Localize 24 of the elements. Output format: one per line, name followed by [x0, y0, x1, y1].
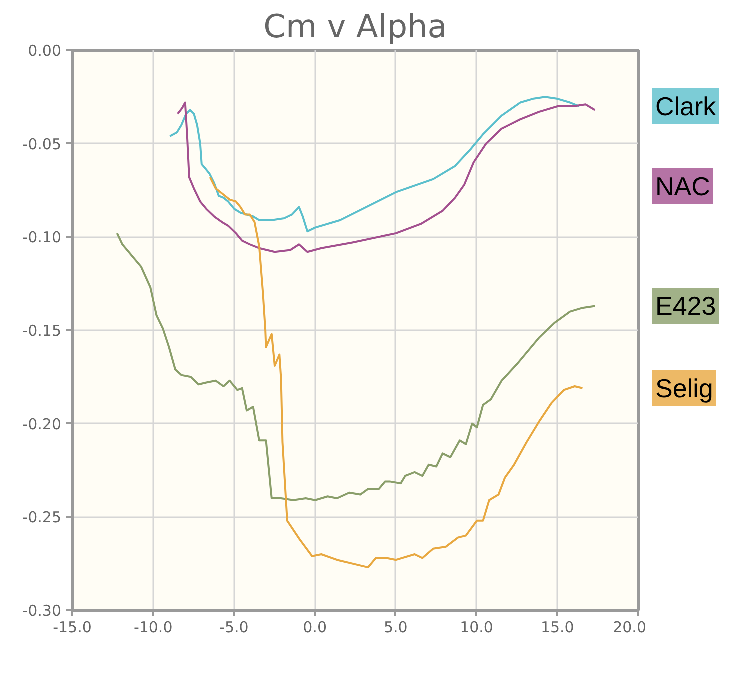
- line-series: [169, 96, 581, 233]
- text: Selig: [656, 373, 714, 404]
- line-series: [116, 232, 596, 502]
- x-tick-label: -5.0: [220, 618, 249, 636]
- line-series: [176, 102, 596, 254]
- line-series: [209, 176, 584, 569]
- chart-title: Cm v Alpha: [264, 8, 448, 46]
- y-tick-label: -0.30: [22, 602, 62, 620]
- x-tick-label: -10.0: [134, 618, 173, 636]
- x-tick-label: 10.0: [460, 618, 494, 636]
- x-tick-label: 5.0: [384, 618, 408, 636]
- x-tick-label: -15.0: [53, 618, 92, 636]
- x-tick-label: 20.0: [613, 618, 647, 636]
- text: Clark: [656, 92, 718, 122]
- y-tick-label: -0.15: [22, 322, 62, 340]
- y-tick-label: -0.10: [22, 228, 62, 247]
- y-tick-label: 0.00: [28, 42, 62, 60]
- x-tick-label: 0.0: [303, 618, 328, 636]
- y-tick-label: -0.25: [22, 508, 62, 527]
- text: E423: [656, 291, 716, 322]
- text: NAC: [656, 172, 710, 202]
- y-tick-label: -0.05: [22, 135, 62, 154]
- x-tick-label: 15.0: [540, 618, 574, 636]
- y-tick-label: -0.20: [22, 415, 62, 434]
